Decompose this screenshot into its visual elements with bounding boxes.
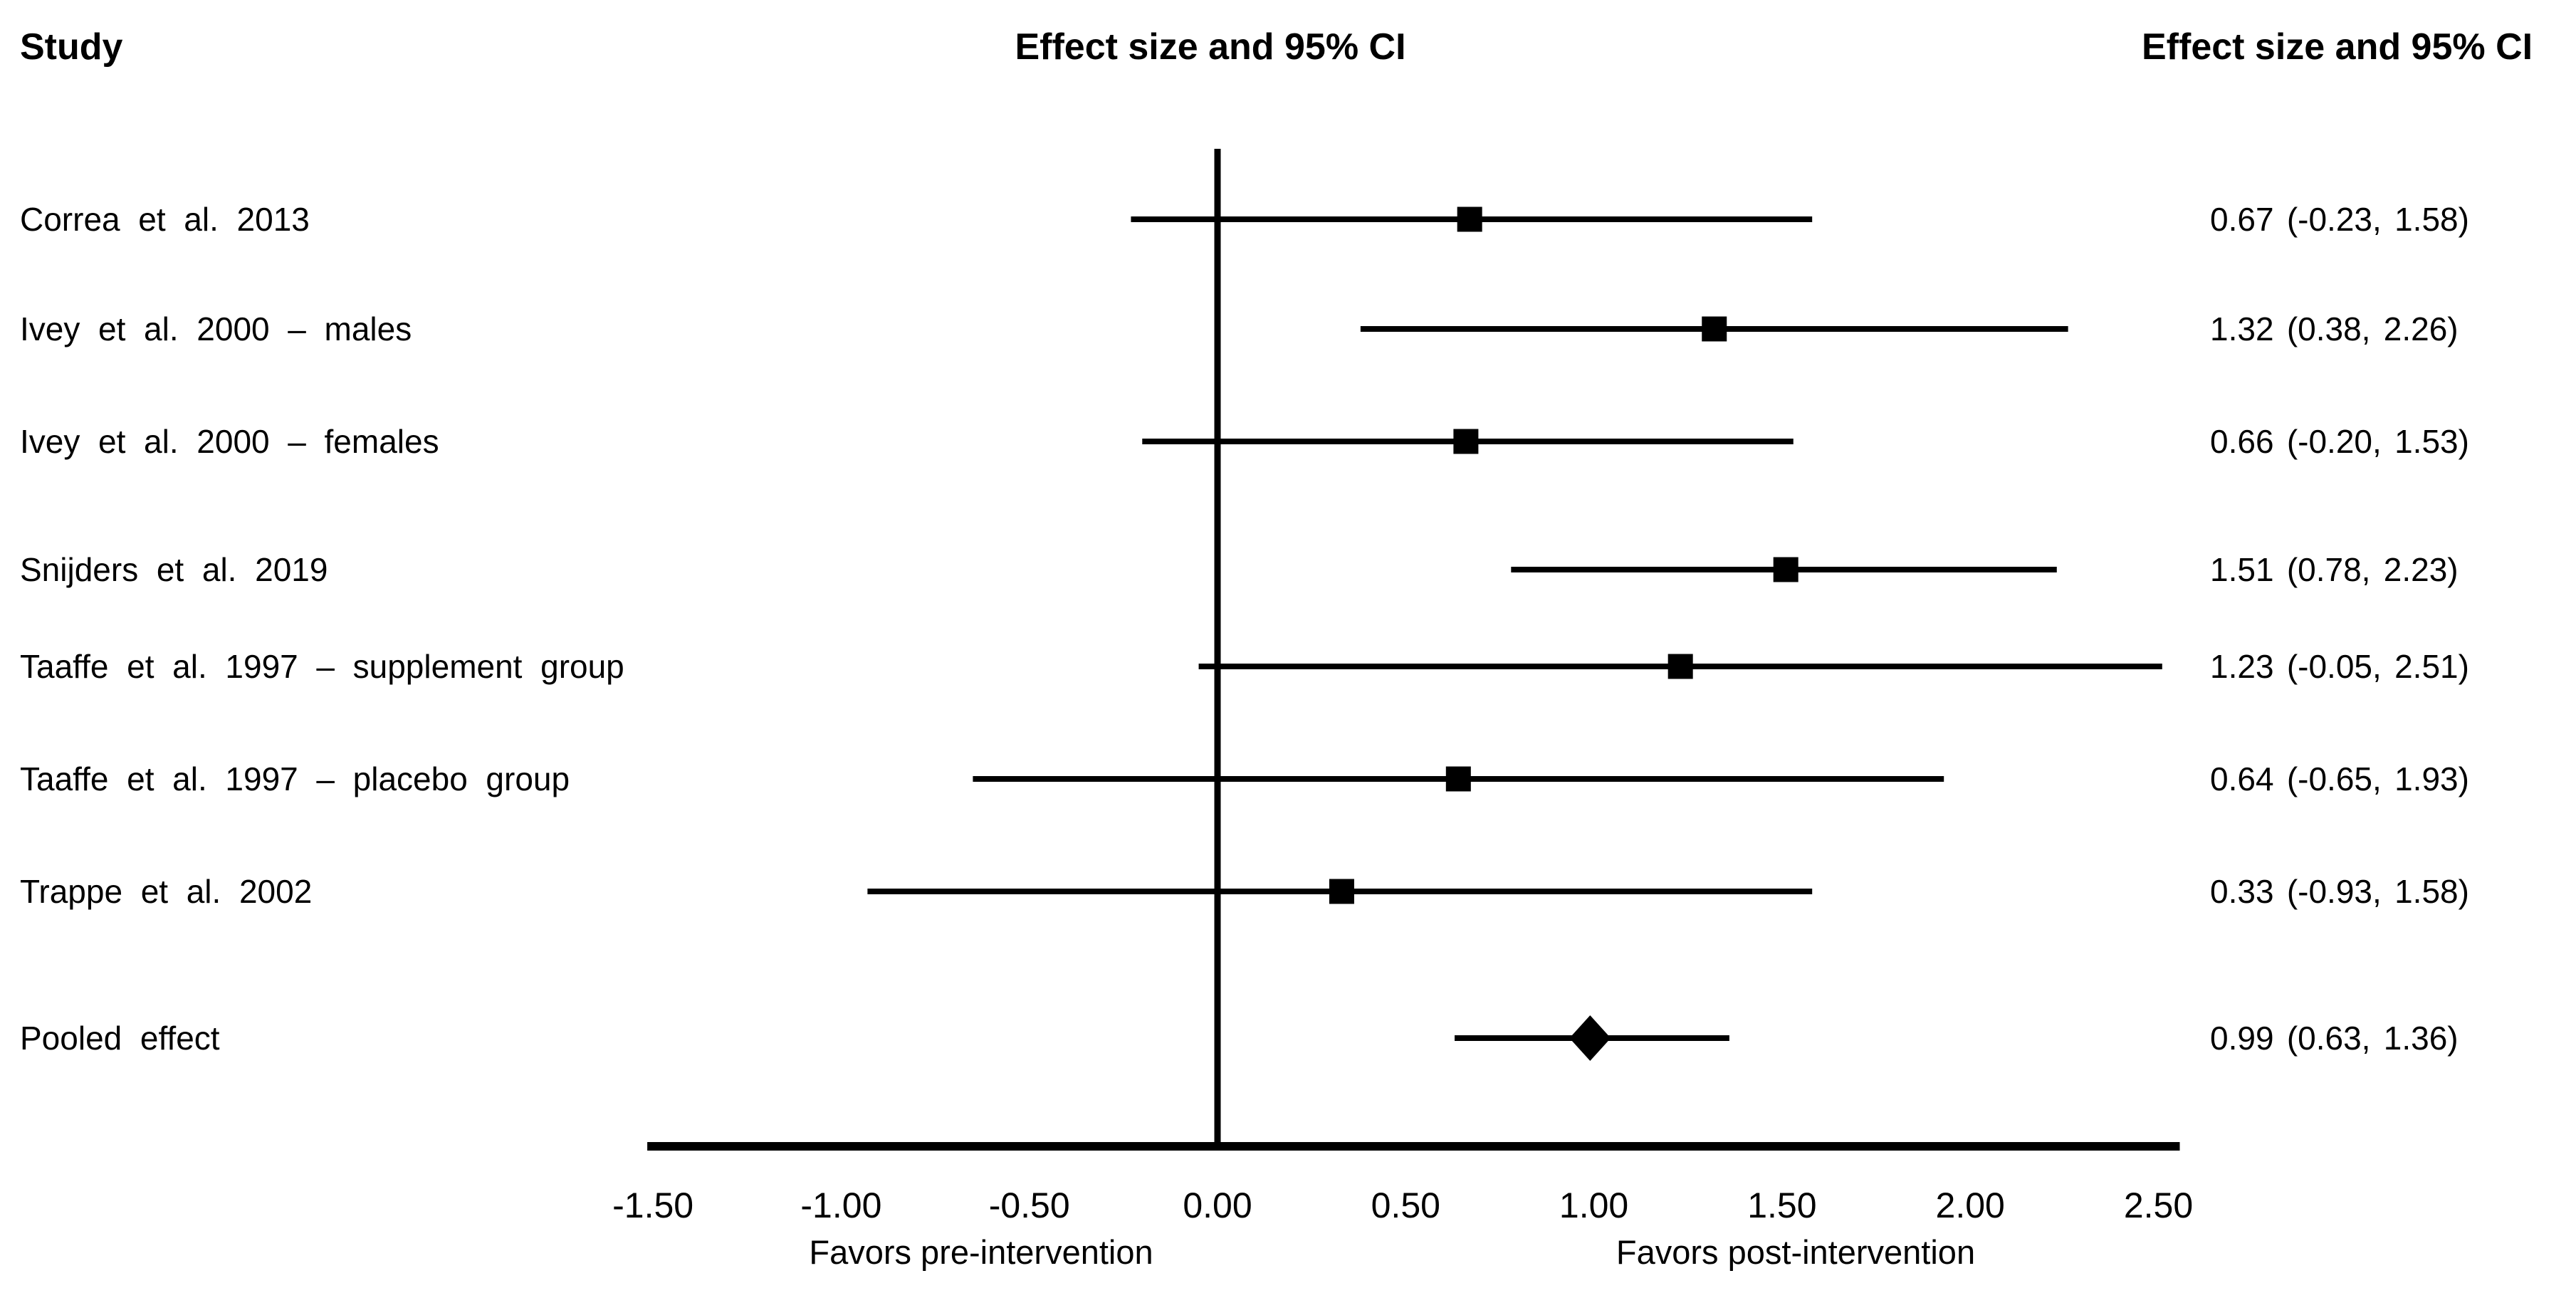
study-label: Correa et al. 2013 <box>20 201 310 238</box>
x-axis-tick-label: 1.00 <box>1559 1185 1628 1225</box>
plot-column-header: Effect size and 95% CI <box>1015 26 1406 68</box>
x-axis-tick-label: 0.00 <box>1183 1185 1252 1225</box>
study-label: Ivey et al. 2000 – males <box>20 310 412 347</box>
effect-size-square <box>1457 206 1482 232</box>
effect-size-square <box>1702 316 1727 342</box>
estimate-label: 1.51 (0.78, 2.23) <box>2210 551 2459 588</box>
x-axis-tick-label: -1.50 <box>612 1185 693 1225</box>
x-axis-tick-label: 2.50 <box>2124 1185 2193 1225</box>
estimate-label: 0.67 (-0.23, 1.58) <box>2210 201 2469 238</box>
effect-size-square <box>1329 879 1354 904</box>
study-label: Snijders et al. 2019 <box>20 551 328 588</box>
favors-post-label: Favors post-intervention <box>1616 1233 1975 1271</box>
x-axis-tick-label: 1.50 <box>1747 1185 1816 1225</box>
x-axis-tick-label: 0.50 <box>1371 1185 1440 1225</box>
favors-pre-label: Favors pre-intervention <box>809 1233 1153 1271</box>
estimate-label: 0.99 (0.63, 1.36) <box>2210 1020 2459 1057</box>
x-axis-tick-label: -1.00 <box>800 1185 881 1225</box>
effect-size-square <box>1445 766 1471 792</box>
effect-size-square <box>1667 654 1693 679</box>
study-label: Taaffe et al. 1997 – placebo group <box>20 760 570 797</box>
study-label: Pooled effect <box>20 1020 220 1057</box>
estimate-label: 0.33 (-0.93, 1.58) <box>2210 873 2469 910</box>
estimate-label: 1.32 (0.38, 2.26) <box>2210 310 2459 347</box>
study-label: Trappe et al. 2002 <box>20 873 313 910</box>
pooled-effect-diamond <box>1569 1015 1611 1061</box>
study-column-header: Study <box>20 26 123 68</box>
effect-size-square <box>1453 429 1479 454</box>
estimate-label: 1.23 (-0.05, 2.51) <box>2210 648 2469 685</box>
study-label: Taaffe et al. 1997 – supplement group <box>20 648 624 685</box>
x-axis-tick-label: 2.00 <box>1936 1185 2005 1225</box>
estimate-label: 0.64 (-0.65, 1.93) <box>2210 760 2469 797</box>
effect-size-square <box>1773 557 1799 582</box>
estimate-label: 0.66 (-0.20, 1.53) <box>2210 423 2469 460</box>
study-label: Ivey et al. 2000 – females <box>20 423 439 460</box>
values-column-header: Effect size and 95% CI <box>2142 26 2533 68</box>
x-axis-tick-label: -0.50 <box>989 1185 1070 1225</box>
